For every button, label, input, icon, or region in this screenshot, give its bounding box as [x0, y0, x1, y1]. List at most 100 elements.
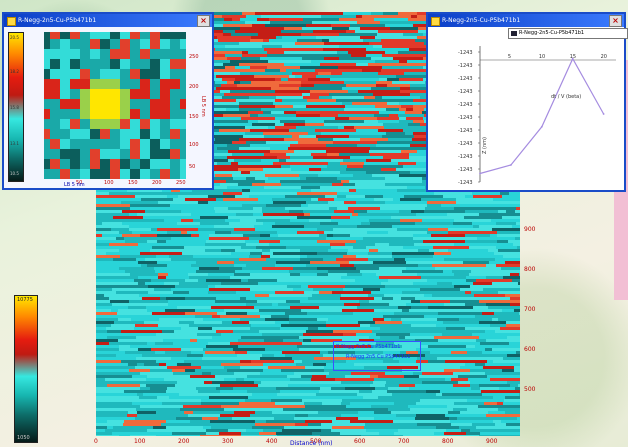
- heatmap-cell: [170, 129, 180, 139]
- map-streak: [436, 393, 442, 396]
- map-streak: [483, 288, 515, 291]
- map-streak: [383, 360, 399, 363]
- map-streak: [96, 231, 108, 234]
- map-streak: [96, 366, 135, 369]
- heatmap-cell: [50, 109, 60, 119]
- map-streak: [502, 195, 520, 198]
- map-streak: [240, 366, 268, 369]
- heatmap-cell: [120, 139, 130, 149]
- map-streak: [361, 75, 396, 78]
- map-streak: [360, 78, 379, 81]
- map-streak: [96, 414, 127, 417]
- map-streak: [206, 429, 228, 432]
- map-streak: [489, 261, 505, 264]
- map-streak: [167, 195, 178, 198]
- map-streak: [96, 321, 114, 324]
- heatmap-cell: [90, 109, 100, 119]
- map-streak: [137, 393, 143, 396]
- map-streak: [131, 429, 147, 432]
- map-streak: [206, 279, 241, 282]
- map-streak: [169, 396, 209, 399]
- map-streak: [257, 18, 269, 21]
- map-streak: [272, 225, 304, 228]
- map-streak: [246, 141, 266, 144]
- heatmap-cell: [60, 109, 70, 119]
- map-streak: [249, 321, 275, 324]
- map-streak: [374, 297, 382, 300]
- map-streak: [403, 246, 433, 249]
- map-streak: [199, 51, 242, 54]
- line-plot-window[interactable]: R-Negg-2n5-Cu-P5b471b1 × R-Negg-2n5-Cu-P…: [426, 12, 628, 192]
- map-streak: [249, 255, 255, 258]
- map-streak: [462, 387, 471, 390]
- line-chart[interactable]: dt / V (beta) Z (nm) -1243 -1243 -1243 -124…: [456, 42, 618, 190]
- map-streak: [454, 324, 490, 327]
- map-streak: [113, 426, 153, 429]
- map-streak: [502, 309, 514, 312]
- scale-min: 1050: [17, 435, 30, 441]
- annotation-box[interactable]: [333, 341, 421, 371]
- heatmap-cell: [110, 149, 120, 159]
- map-streak: [382, 135, 414, 138]
- map-streak: [225, 45, 262, 48]
- map-streak: [223, 30, 235, 33]
- heatmap-cell: [70, 139, 80, 149]
- map-streak: [296, 111, 320, 114]
- map-streak: [256, 246, 286, 249]
- map-streak: [376, 342, 394, 345]
- map-streak: [384, 294, 395, 297]
- map-streak: [472, 267, 501, 270]
- map-streak: [205, 249, 221, 252]
- map-streak: [314, 357, 356, 360]
- map-streak: [118, 309, 147, 312]
- close-button[interactable]: ×: [197, 15, 210, 27]
- map-streak: [335, 117, 349, 120]
- heatmap-titlebar[interactable]: R-Negg-2n5-Cu-P5b471b1 ×: [4, 14, 212, 27]
- heatmap-cell: [150, 139, 160, 149]
- map-streak: [403, 33, 423, 36]
- map-streak: [224, 18, 232, 21]
- map-streak: [333, 141, 377, 144]
- map-streak: [446, 429, 461, 432]
- map-streak: [361, 327, 380, 330]
- heatmap-cell: [90, 129, 100, 139]
- map-streak: [432, 294, 474, 297]
- map-streak: [334, 198, 374, 201]
- heatmap-cell: [60, 119, 70, 129]
- map-streak: [438, 396, 457, 399]
- map-streak: [402, 270, 443, 273]
- map-streak: [301, 276, 341, 279]
- map-streak: [374, 18, 408, 21]
- map-streak: [445, 219, 454, 222]
- close-button[interactable]: ×: [609, 15, 622, 27]
- map-streak: [413, 282, 437, 285]
- line-plot-titlebar[interactable]: R-Negg-2n5-Cu-P5b471b1 ×: [428, 14, 624, 27]
- map-streak: [317, 252, 347, 255]
- map-streak: [469, 246, 496, 249]
- heatmap-plot[interactable]: [40, 29, 190, 180]
- map-streak: [96, 372, 140, 375]
- map-streak: [177, 381, 204, 384]
- map-streak: [235, 351, 247, 354]
- map-streak: [409, 156, 442, 159]
- map-streak: [267, 66, 300, 69]
- map-streak: [300, 273, 317, 276]
- map-streak: [241, 57, 260, 60]
- map-streak: [363, 228, 376, 231]
- heatmap-cell: [150, 39, 160, 49]
- map-streak: [154, 267, 162, 270]
- map-streak: [482, 351, 516, 354]
- map-streak: [252, 426, 284, 429]
- map-streak: [128, 306, 146, 309]
- map-streak: [372, 174, 399, 177]
- map-streak: [473, 282, 492, 285]
- heatmap-cell: [80, 119, 90, 129]
- map-streak: [339, 45, 373, 48]
- map-streak: [328, 318, 373, 321]
- map-streak: [212, 69, 239, 72]
- map-streak: [207, 132, 245, 135]
- map-streak: [472, 222, 496, 225]
- map-streak: [308, 297, 340, 300]
- map-streak: [250, 273, 290, 276]
- heatmap-window[interactable]: R-Negg-2n5-Cu-P5b471b1 × 20.5 18.2 15.8 …: [2, 12, 214, 190]
